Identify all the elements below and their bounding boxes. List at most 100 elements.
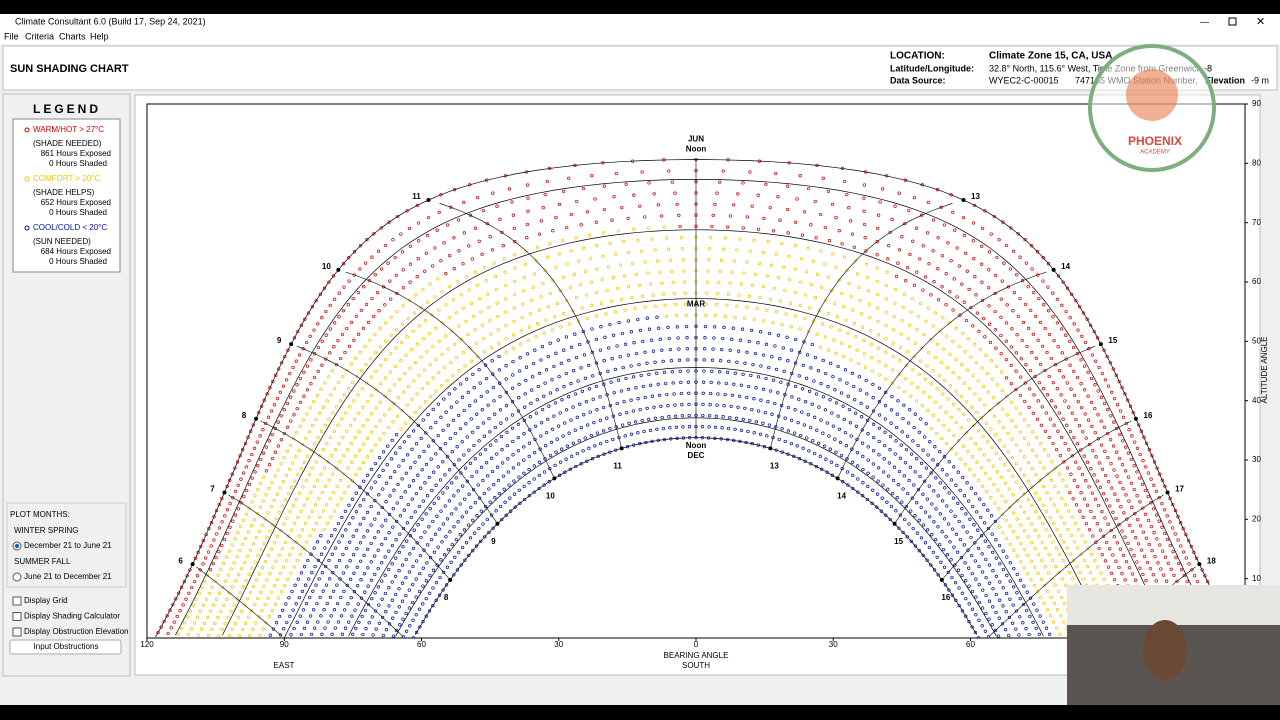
sun-position: [872, 435, 876, 440]
sun-position: [295, 406, 299, 411]
sun-position: [824, 457, 828, 461]
sun-position: [1089, 376, 1094, 381]
sun-position: [335, 484, 339, 489]
sun-position: [822, 444, 827, 448]
sun-position: [960, 573, 964, 578]
checkbox[interactable]: [12, 612, 22, 621]
menu-item[interactable]: Help: [90, 31, 109, 41]
sun-position: [949, 509, 953, 513]
sun-position: [343, 350, 347, 355]
sun-position: [932, 520, 936, 524]
menu-item[interactable]: Criteria: [25, 31, 54, 41]
sun-position: [349, 362, 353, 367]
maximize[interactable]: [1228, 17, 1237, 26]
sun-position: [616, 378, 621, 382]
sun-position: [292, 565, 296, 569]
sun-position: [923, 510, 928, 514]
sun-position: [479, 310, 483, 314]
radio-label[interactable]: December 21 to June 21: [24, 541, 112, 550]
sun-position: [456, 489, 460, 493]
sun-position: [1000, 622, 1005, 626]
sun-position: [780, 450, 784, 454]
checkbox-label[interactable]: Display Shading Calculator: [24, 612, 120, 621]
sun-position: [288, 371, 292, 376]
sun-position: [1040, 540, 1044, 544]
sun-position: [727, 359, 731, 364]
sun-position: [1080, 534, 1084, 538]
minimize[interactable]: —: [1200, 16, 1209, 26]
sun-position: [361, 461, 366, 465]
sun-position: [240, 627, 245, 632]
sun-position: [1123, 535, 1127, 539]
sun-position: [759, 398, 763, 402]
sun-position: [580, 389, 585, 393]
sun-position: [993, 433, 998, 437]
sun-position: [236, 483, 240, 487]
checkbox[interactable]: [12, 627, 22, 637]
checkbox-label[interactable]: Display Obstruction Elevation: [24, 627, 129, 636]
sun-position: [411, 429, 416, 433]
sun-position: [310, 509, 314, 513]
sun-position: [720, 426, 724, 430]
sun-position: [1162, 573, 1166, 577]
sun-position: [430, 264, 435, 268]
sun-position: [278, 633, 283, 637]
radio-dot[interactable]: [14, 543, 20, 549]
sun-position: [836, 414, 840, 418]
sun-position: [437, 308, 441, 312]
checkbox-label[interactable]: Display Grid: [24, 596, 68, 605]
sun-position: [994, 273, 998, 278]
radio[interactable]: [12, 572, 22, 582]
menu-item[interactable]: Charts: [59, 31, 86, 41]
sun-position: [328, 303, 332, 308]
sun-position: [581, 329, 585, 334]
sun-position: [269, 590, 273, 594]
sun-position: [391, 525, 395, 529]
sun-position: [469, 359, 474, 363]
sun-position: [1071, 497, 1075, 501]
sun-position: [797, 457, 802, 461]
sun-position: [902, 292, 906, 296]
sun-position: [1064, 333, 1068, 337]
menu-item[interactable]: File: [4, 31, 19, 41]
button-label[interactable]: Input Obstructions: [34, 642, 99, 651]
sun-position: [1041, 485, 1046, 489]
sun-position: [1035, 417, 1040, 421]
sun-position: [415, 342, 419, 346]
sun-position: [1086, 370, 1090, 374]
sun-position: [206, 615, 210, 619]
sun-position: [912, 354, 916, 359]
sun-position: [390, 438, 394, 443]
sun-position: [342, 393, 347, 397]
sun-position: [522, 432, 526, 436]
sun-position: [195, 574, 200, 578]
sun-position: [723, 314, 727, 319]
sun-position: [1022, 418, 1027, 422]
sun-position: [942, 517, 947, 521]
sun-position: [516, 409, 521, 413]
sun-position: [803, 459, 807, 463]
sun-position: [220, 543, 224, 548]
button[interactable]: [9, 639, 122, 655]
sun-position: [774, 252, 778, 256]
sun-position: [1004, 339, 1008, 343]
sun-position: [926, 200, 930, 205]
sun-position: [216, 615, 220, 620]
hour-marker: [835, 476, 840, 481]
sun-position: [456, 218, 461, 222]
sun-position: [387, 567, 391, 572]
sun-position: [418, 571, 422, 576]
sun-position: [247, 506, 251, 510]
close[interactable]: ✕: [1256, 16, 1265, 28]
sun-position: [374, 424, 378, 429]
checkbox[interactable]: [12, 596, 22, 606]
sun-position: [864, 249, 868, 253]
sun-position: [175, 614, 179, 619]
sun-position: [309, 382, 313, 386]
sun-position: [238, 591, 242, 595]
radio-label[interactable]: June 21 to December 21: [24, 572, 112, 581]
sun-position: [754, 272, 758, 277]
sun-position: [1050, 558, 1055, 563]
sun-position: [1130, 434, 1134, 438]
sun-position: [391, 616, 395, 620]
